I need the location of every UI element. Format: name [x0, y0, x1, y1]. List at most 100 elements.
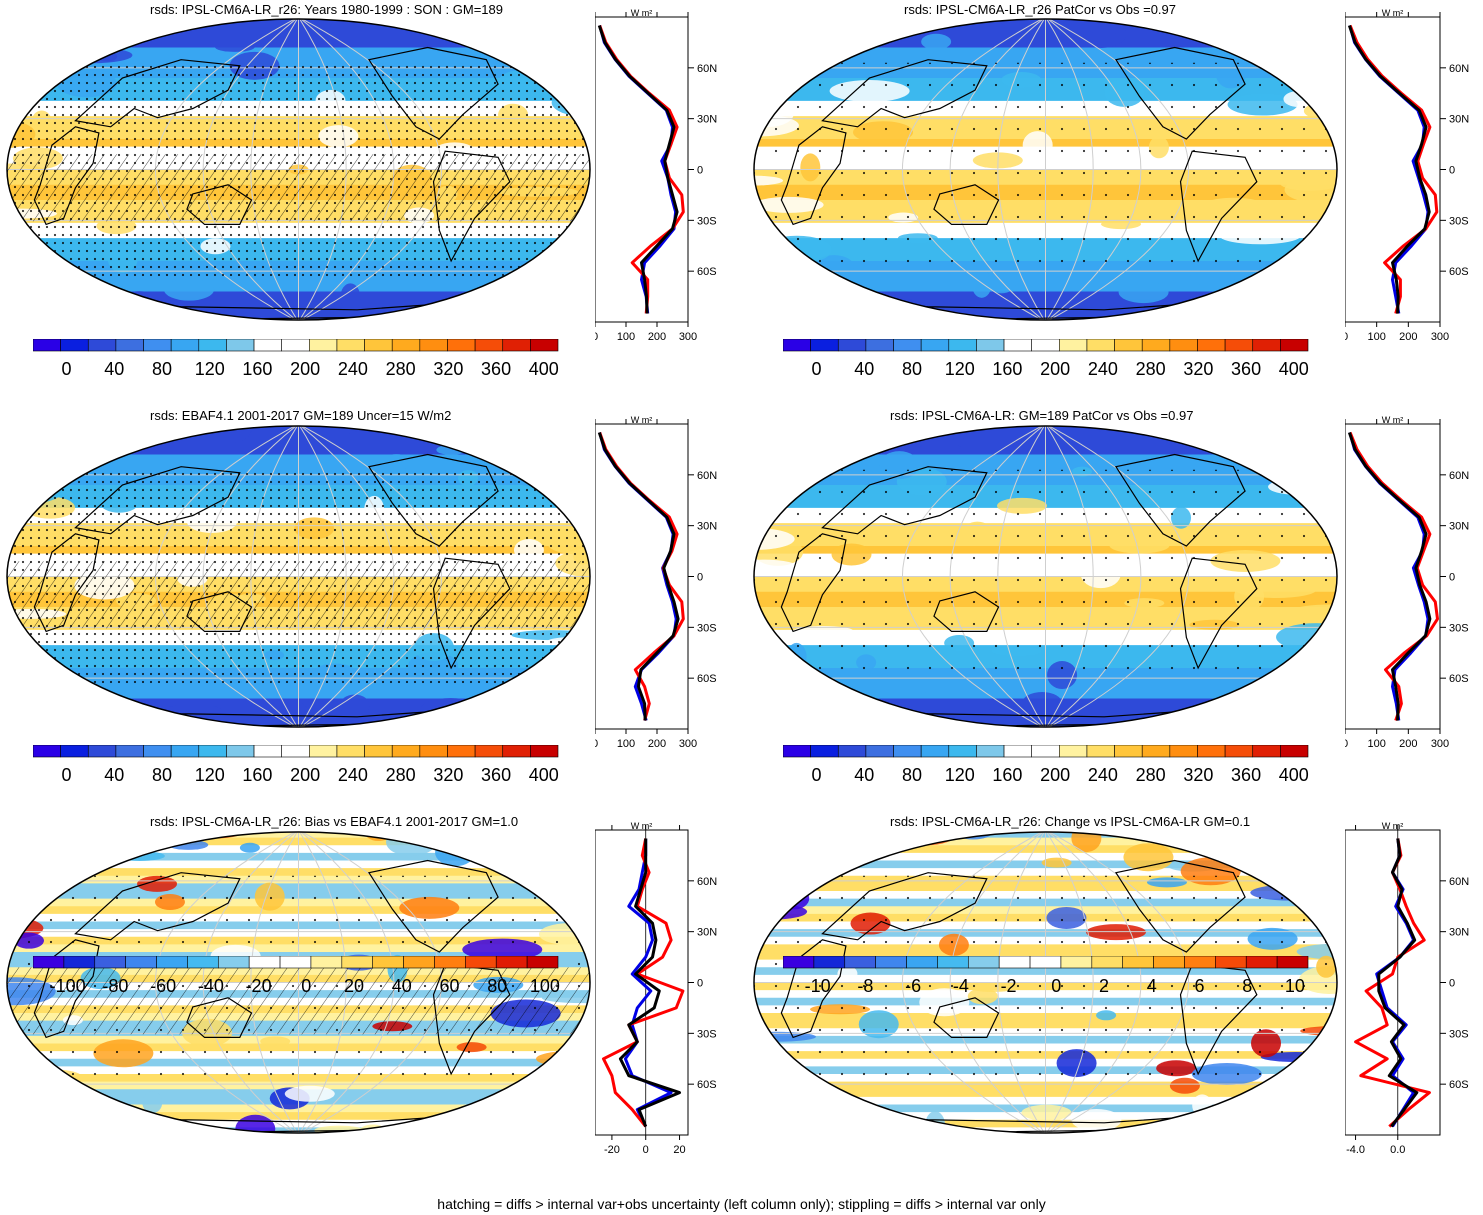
lat-label: 30S	[1449, 215, 1469, 227]
colorbar-swatch	[1245, 956, 1278, 969]
map-patch	[119, 291, 160, 314]
colorbar-label: 280	[386, 765, 416, 785]
colorbar-label: 280	[1136, 359, 1166, 379]
panel-title-p1: rsds: IPSL-CM6A-LR_r26: Years 1980-1999 …	[150, 2, 503, 17]
map-patch	[754, 426, 801, 436]
map-patch	[523, 854, 590, 865]
colorbar-swatch	[1003, 339, 1032, 352]
colorbar-swatch	[248, 956, 281, 969]
map-patch	[535, 1106, 586, 1133]
map-patch	[920, 442, 961, 453]
map-patch	[76, 29, 127, 40]
colorbar-label: 200	[1040, 359, 1070, 379]
colorbar-swatch	[309, 745, 338, 758]
colorbar-label: 160	[992, 765, 1022, 785]
x-tick-label: 300	[1431, 331, 1449, 343]
lat-label: 30S	[697, 622, 717, 634]
map-patch	[792, 703, 823, 726]
map-patch	[7, 433, 16, 444]
colorbar-swatch	[143, 339, 172, 352]
map-patch	[1076, 19, 1127, 48]
map-p6	[753, 831, 1338, 1134]
map-patch	[440, 19, 501, 29]
colorbar-swatch	[465, 956, 497, 969]
map-patch	[163, 426, 184, 437]
colorbar-swatch	[967, 956, 1000, 969]
profile-line-obs	[602, 838, 685, 1128]
map-patch	[11, 832, 32, 844]
x-tick-label: 200	[1399, 738, 1417, 750]
colorbar-label: 120	[195, 765, 225, 785]
map-patch	[754, 451, 827, 462]
map-patch	[754, 640, 783, 651]
lat-label: 30N	[697, 114, 717, 126]
lat-label: 0	[697, 572, 703, 584]
map-patch	[550, 1103, 590, 1126]
map-patch	[38, 1100, 89, 1123]
map-patch	[561, 721, 590, 727]
map-patch	[7, 849, 73, 878]
colorbar-swatch	[865, 745, 894, 758]
colorbar-label: 200	[290, 359, 320, 379]
map-patch	[518, 301, 589, 320]
map-patch	[1268, 845, 1289, 856]
colorbar-label: -40	[198, 976, 224, 996]
map-patch	[1294, 698, 1325, 715]
map-border	[753, 18, 1338, 321]
colorbar-swatch	[1059, 745, 1088, 758]
map-patch	[1298, 832, 1337, 842]
colorbar-swatch	[1031, 745, 1060, 758]
map-patch	[435, 838, 476, 867]
profile-line-mean	[597, 432, 680, 721]
colorbar-label: -60	[150, 976, 176, 996]
colorbar-swatch	[87, 745, 117, 758]
map-patch	[214, 41, 255, 52]
colorbar-label: -2	[1001, 976, 1017, 996]
lat-label: 30N	[1449, 114, 1469, 126]
map-patch	[35, 718, 116, 727]
colorbar-label: 2	[1099, 976, 1109, 996]
colorbar-swatch	[474, 339, 504, 352]
map-patch	[566, 256, 587, 273]
colorbar-swatch	[976, 339, 1005, 352]
map-patch	[1276, 253, 1337, 282]
map-patch	[7, 685, 41, 708]
map-patch	[1282, 316, 1337, 320]
colorbar-swatch	[253, 339, 282, 352]
map-patch	[811, 716, 862, 727]
lat-label: 60N	[697, 470, 717, 482]
colorbar-label: 200	[290, 765, 320, 785]
colorbar-swatch	[198, 745, 227, 758]
colorbar-swatch	[447, 745, 476, 758]
map-patch	[526, 435, 590, 452]
map-patch	[1071, 832, 1102, 853]
map-patch	[88, 426, 119, 451]
map-patch	[1218, 19, 1279, 40]
colorbar-label: 240	[338, 765, 368, 785]
map-patch	[754, 705, 788, 727]
map-patch	[791, 1120, 862, 1133]
colorbar-swatch	[279, 956, 312, 969]
colorbar-p4: 0 40 80 120 160 200 240 280 320 360 400	[783, 745, 1309, 785]
colorbar-swatch	[810, 339, 839, 352]
lat-label: 60S	[697, 1079, 717, 1091]
lat-label: 30N	[1449, 927, 1469, 939]
colorbar-label: 120	[945, 359, 975, 379]
map-patch	[578, 913, 590, 930]
x-tick-label: 100	[617, 331, 635, 343]
map-patch	[758, 315, 839, 320]
profile-p1: 60N 30N 0 30S 60S 0 100 200 300 W m²	[595, 8, 717, 343]
map-patch	[754, 461, 813, 478]
map-patch	[793, 832, 874, 842]
colorbar-label: 0	[812, 359, 822, 379]
colorbar-swatch	[447, 339, 476, 352]
map-patch	[554, 263, 590, 286]
colorbar-swatch	[495, 956, 528, 969]
colorbar-label: 320	[433, 359, 463, 379]
map-patch	[1118, 281, 1169, 304]
map-patch	[754, 1093, 765, 1110]
map-patch	[1304, 832, 1335, 839]
colorbar-swatch	[530, 745, 559, 758]
colorbar-label: -80	[102, 976, 128, 996]
profile-unit: W m²	[631, 821, 653, 831]
